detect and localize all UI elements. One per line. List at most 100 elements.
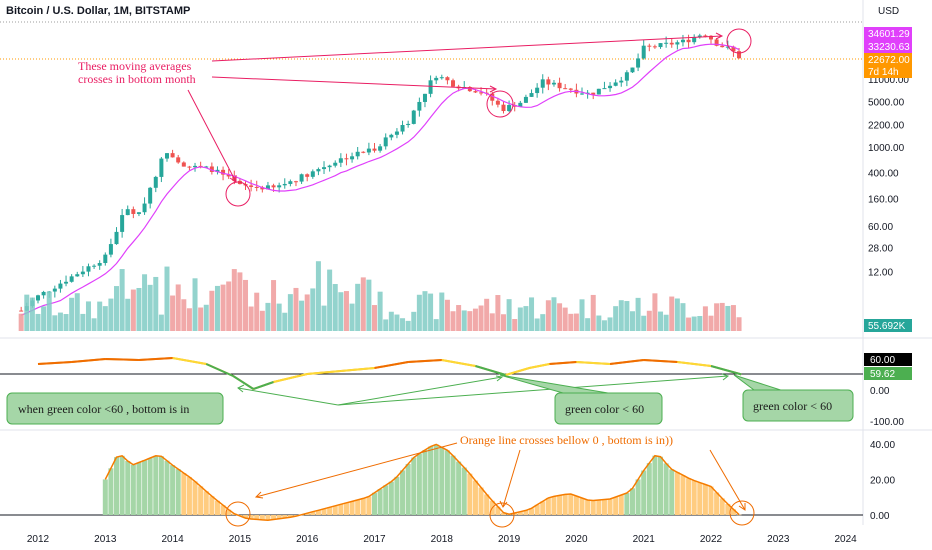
volume-bar [260, 311, 265, 331]
volume-bar [495, 295, 500, 331]
volume-bar [714, 303, 719, 331]
chart-canvas: Bitcoin / U.S. Dollar, 1M, BITSTAMP USD … [0, 0, 932, 550]
volume-bar [249, 307, 254, 331]
oscillator-tick-label: 0.00 [870, 386, 890, 397]
price-badge-label: 22672.00 [868, 55, 910, 66]
candle-body [541, 79, 545, 87]
candle-body [42, 292, 46, 295]
volume-bar [243, 280, 248, 331]
oscillator-segment [72, 359, 106, 362]
candle-body [328, 166, 332, 168]
volume-bar [394, 315, 399, 331]
histogram-bar [709, 487, 714, 515]
candle-body [36, 295, 40, 300]
volume-bar [181, 299, 186, 331]
volume-bar [557, 303, 562, 331]
volume-bar [322, 306, 327, 331]
histogram-bar [664, 463, 669, 515]
candle-body [305, 174, 309, 177]
green-callout-1: when green color <60 , bottom is in [7, 393, 223, 424]
histogram-bar [422, 450, 427, 515]
histogram-bar [703, 485, 708, 515]
oscillator-segment [253, 382, 273, 389]
histogram-bar [350, 501, 355, 515]
histogram-bar [574, 496, 579, 515]
histogram-bar [546, 498, 551, 515]
candle-body [692, 37, 696, 42]
histogram-bar [209, 496, 214, 515]
candle-body [602, 88, 606, 89]
volume-bar [69, 298, 74, 331]
volume-bar [406, 321, 411, 331]
candle-body [311, 171, 315, 177]
histogram-bar [428, 447, 433, 515]
histogram-bar [630, 488, 635, 515]
histogram-bar [411, 458, 416, 515]
histogram-bar [467, 474, 472, 515]
histogram-bar [596, 500, 601, 515]
volume-bar [473, 309, 478, 331]
volume-bar [507, 299, 512, 331]
volume-bar [669, 297, 674, 331]
candle-body [445, 77, 449, 80]
volume-bar [120, 269, 125, 331]
histogram-bar [580, 498, 585, 515]
volume-bar [142, 274, 147, 331]
candle-body [630, 68, 634, 73]
oscillator-segment [375, 362, 409, 368]
candle-body [137, 212, 141, 214]
candle-body [131, 209, 135, 214]
oscillator-segment [274, 374, 308, 382]
histogram-bar [697, 483, 702, 515]
histogram-axis: 40.0020.000.00 [870, 440, 895, 522]
histogram-bar [619, 495, 624, 515]
candle-body [98, 263, 102, 266]
volume-bar [372, 305, 377, 331]
candle-body [333, 163, 337, 166]
time-label: 2018 [431, 534, 454, 545]
oscillator-segment [610, 360, 644, 364]
candle-body [597, 89, 601, 95]
candle-body [272, 185, 276, 187]
volume-bar [697, 316, 702, 331]
histogram-bar [602, 499, 607, 515]
volume-bar [215, 286, 220, 331]
price-tick-label: 400.00 [868, 169, 899, 180]
volume-bar [619, 300, 624, 331]
volume-bar [602, 320, 607, 331]
oscillator-segment [38, 362, 72, 364]
candle-body [608, 86, 612, 88]
histogram-bar [484, 494, 489, 515]
ma-cross-circle-1 [226, 182, 250, 206]
volume-bar [310, 288, 315, 331]
candle-body [361, 152, 365, 153]
histogram-bar [551, 496, 556, 515]
candle-body [524, 97, 528, 103]
histogram-bar [669, 469, 674, 515]
volume-bar [282, 313, 287, 331]
histogram-bar [479, 488, 484, 515]
histogram-bar [434, 444, 439, 515]
candle-body [165, 153, 169, 158]
volume-bar [327, 270, 332, 331]
volume-bar [254, 293, 259, 331]
volume-bar [591, 295, 596, 331]
time-label: 2019 [498, 534, 521, 545]
histogram-bar [591, 500, 596, 515]
volume-bar [467, 311, 472, 331]
volume-bar [75, 293, 80, 331]
volume-bar [159, 315, 164, 331]
histogram-bar [333, 506, 338, 515]
histogram-bar [686, 478, 691, 515]
volume-bar [198, 308, 203, 331]
candle-body [283, 184, 287, 185]
oscillator-segment [529, 364, 549, 368]
volume-bar [350, 304, 355, 331]
volume-bar [338, 292, 343, 331]
oscillator-segment [576, 362, 610, 364]
volume-bar [237, 272, 242, 331]
histogram-tick-label: 20.00 [870, 475, 895, 486]
oscillator-segment [711, 366, 741, 374]
histogram-bar [170, 465, 175, 515]
oscillator-segment [139, 358, 173, 360]
